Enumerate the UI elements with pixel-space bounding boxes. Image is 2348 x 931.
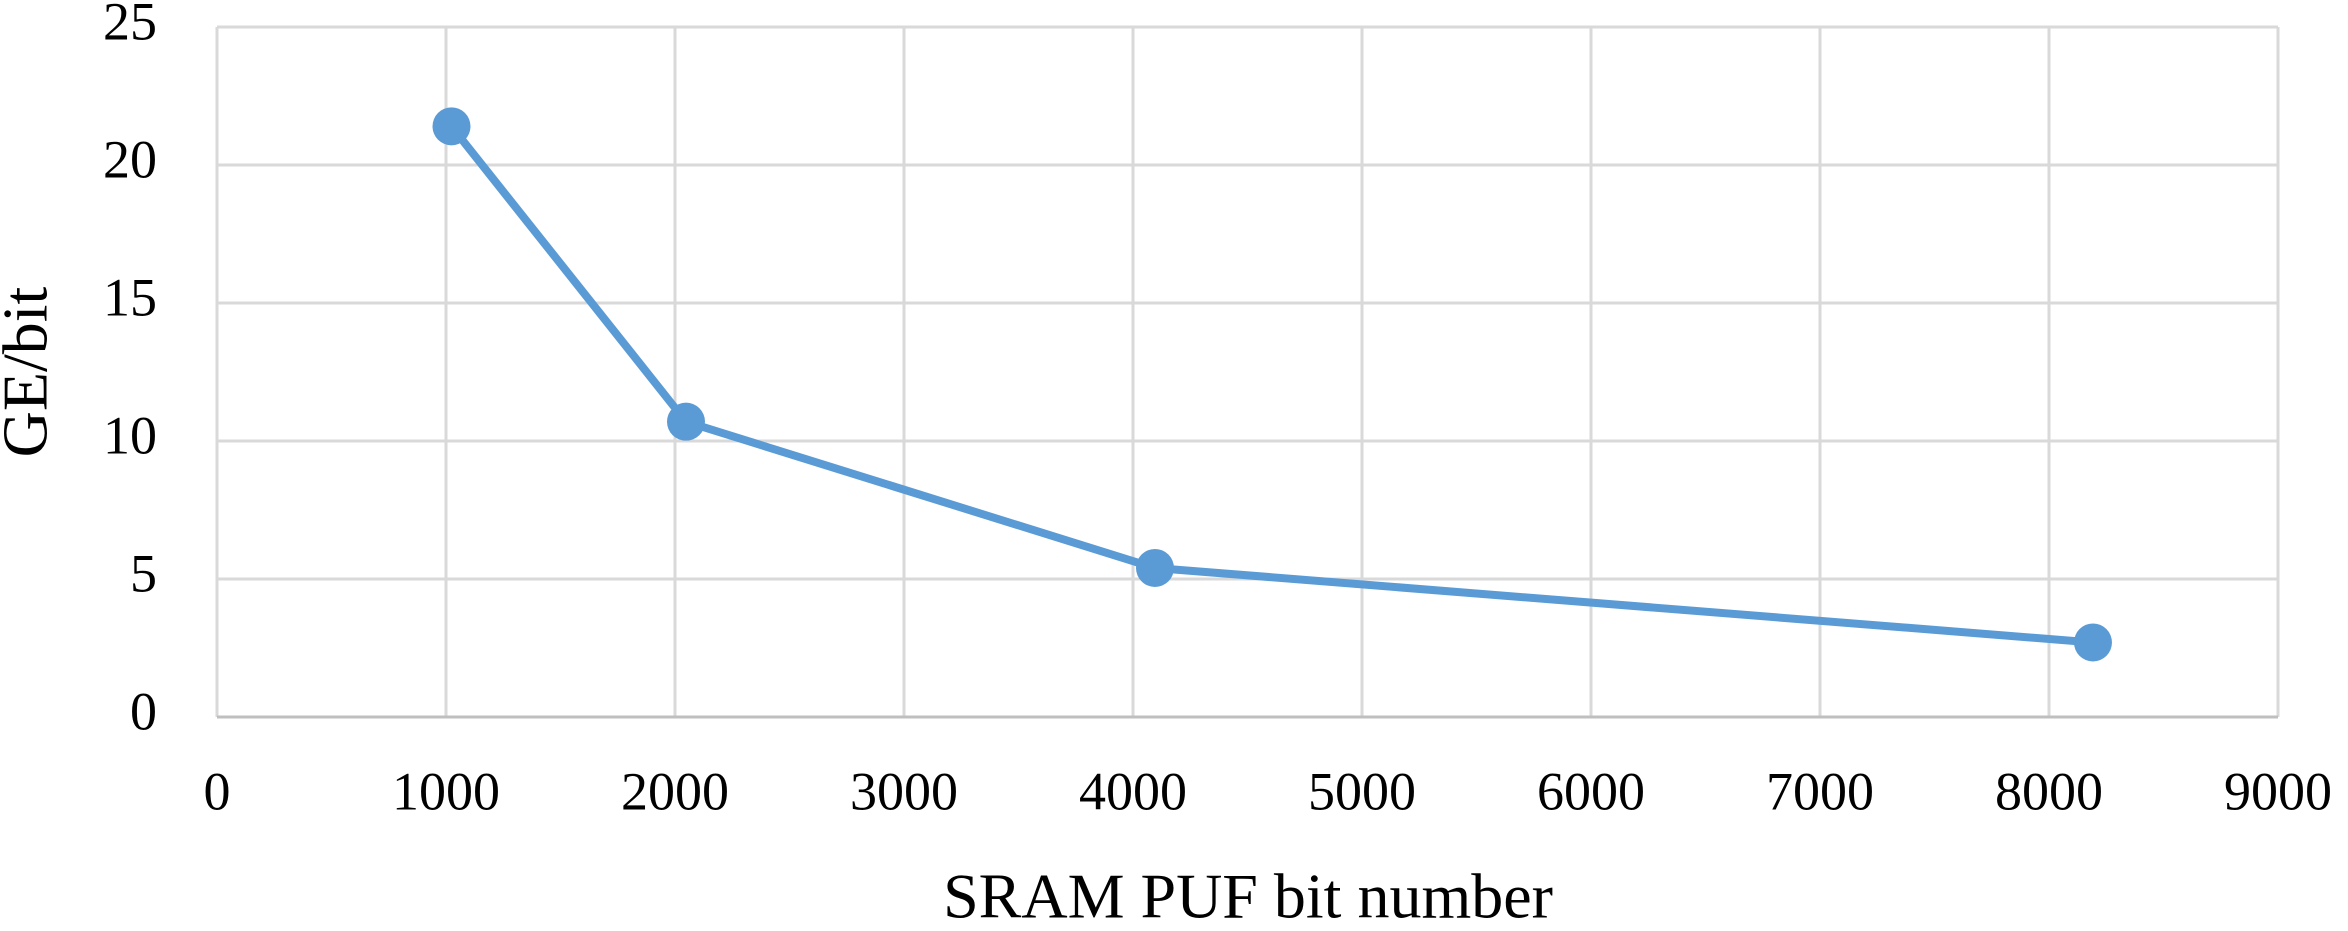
y-tick-label: 10	[103, 405, 157, 465]
marker	[666, 402, 705, 441]
x-tick-label: 6000	[1537, 761, 1645, 821]
x-tick-label: 1000	[392, 761, 500, 821]
x-tick-label: 4000	[1079, 761, 1187, 821]
x-tick-label: 9000	[2224, 761, 2332, 821]
x-tick-label: 3000	[850, 761, 958, 821]
x-tick-label: 2000	[621, 761, 729, 821]
marker	[1135, 548, 1174, 587]
y-axis-title: GE/bit	[0, 286, 61, 457]
y-tick-label: 20	[103, 129, 157, 189]
marker	[432, 107, 471, 146]
x-axis-title: SRAM PUF bit number	[943, 861, 1553, 931]
y-tick-label: 5	[130, 543, 157, 603]
x-tick-label: 7000	[1766, 761, 1874, 821]
x-tick-label: 0	[204, 761, 231, 821]
y-tick-label: 15	[103, 267, 157, 327]
marker	[2073, 623, 2112, 662]
y-tick-label: 25	[103, 0, 157, 51]
y-tick-label: 0	[130, 681, 157, 741]
x-tick-label: 8000	[1995, 761, 2103, 821]
line	[448, 123, 2094, 647]
x-tick-label: 5000	[1308, 761, 1416, 821]
